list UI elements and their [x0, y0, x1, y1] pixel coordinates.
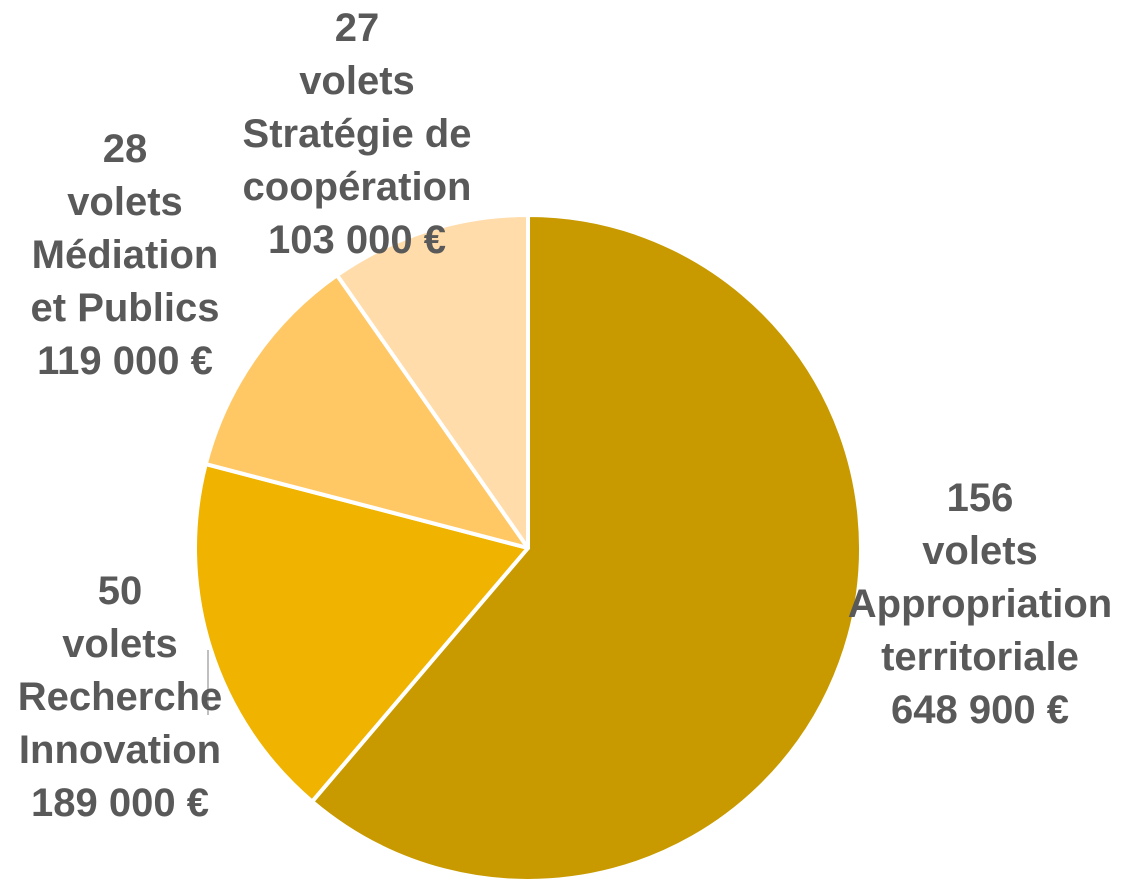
- slice-label-3: 27 volets Stratégie de coopération 103 000 €: [243, 6, 472, 262]
- slice-label-1: 50 volets Recherche Innovation 189 000 €: [18, 569, 223, 825]
- slice-label-2: 28 volets Médiation et Publics 119 000 €: [31, 127, 220, 383]
- slice-label-line: 119 000 €: [37, 339, 213, 383]
- slice-label-line: Innovation: [19, 728, 221, 772]
- slice-label-line: Appropriation: [848, 582, 1112, 626]
- slice-label-line: Recherche: [18, 675, 223, 719]
- slice-label-0: 156 volets Appropriation territoriale 648 90…: [848, 476, 1112, 732]
- pie-slices: [193, 213, 863, 879]
- slice-label-line: 156: [947, 476, 1014, 520]
- slice-label-line: 50: [98, 569, 143, 613]
- slice-label-line: 648 900 €: [891, 688, 1069, 732]
- slice-label-line: volets: [922, 529, 1038, 573]
- slice-labels: 156 volets Appropriation territoriale 648 90…: [18, 6, 1112, 825]
- pie-slice-2: [203, 273, 530, 550]
- pie-slice-1: [193, 462, 530, 804]
- slice-label-line: coopération: [243, 165, 472, 209]
- pie-slice-0: [310, 213, 863, 879]
- slice-label-line: Stratégie de: [243, 112, 472, 156]
- slice-label-line: 27: [335, 6, 380, 50]
- slice-label-line: 28: [103, 127, 148, 171]
- slice-label-line: volets: [62, 622, 178, 666]
- slice-label-line: et Publics: [31, 286, 220, 330]
- slice-label-line: 103 000 €: [268, 218, 446, 262]
- slice-label-line: volets: [67, 180, 183, 224]
- slice-label-line: volets: [299, 59, 415, 103]
- slice-label-line: 189 000 €: [31, 781, 209, 825]
- slice-label-line: territoriale: [881, 635, 1079, 679]
- pie-slice-3: [335, 213, 530, 550]
- slice-label-line: Médiation: [32, 233, 219, 277]
